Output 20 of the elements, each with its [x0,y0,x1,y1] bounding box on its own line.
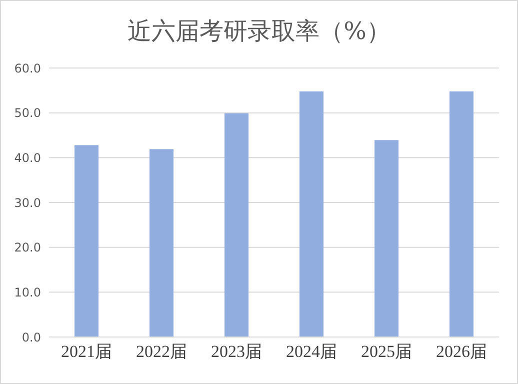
bar [150,149,174,337]
x-tick-label: 2022届 [136,342,187,362]
bar [374,140,398,337]
y-tick-label: 30.0 [14,196,41,210]
x-tick-label: 2021届 [61,342,112,362]
x-tick-label: 2024届 [286,342,337,362]
bar [224,113,248,337]
bar [74,145,98,337]
bar [450,91,474,337]
x-tick-label: 2023届 [211,342,262,362]
x-tick-label: 2025届 [361,342,412,362]
y-tick-label: 20.0 [14,240,41,255]
x-tick-label: 2026届 [436,342,487,362]
y-tick-label: 40.0 [14,150,41,165]
chart-title: 近六届考研录取率（%） [126,16,392,47]
y-tick-label: 60.0 [14,61,41,76]
y-tick-label: 50.0 [14,106,41,120]
bar [300,91,324,337]
y-tick-label: 10.0 [14,285,41,300]
y-tick-label: 0.0 [22,330,41,344]
